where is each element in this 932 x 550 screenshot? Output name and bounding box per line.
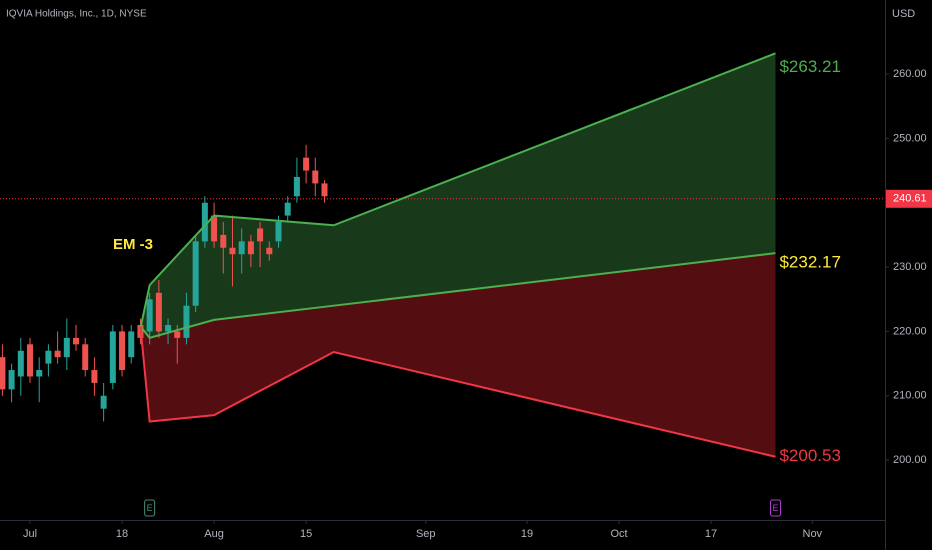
band-line (139, 326, 776, 458)
candle-body (229, 247, 236, 255)
y-tick-label: 260.00 (893, 68, 927, 80)
candle-body (312, 170, 319, 184)
x-tick-label: 15 (300, 528, 312, 540)
band-fill (140, 253, 776, 457)
candle-body (73, 337, 80, 345)
candle-body (275, 222, 282, 242)
candle-body (220, 234, 227, 248)
candle-body (165, 325, 172, 332)
band-label: $200.53 (779, 446, 840, 465)
y-tick-label: 220.00 (893, 325, 927, 337)
candle-body (238, 241, 245, 255)
candle-body (303, 157, 310, 171)
currency: USD (892, 8, 915, 20)
candle-body (192, 241, 199, 306)
band-line (139, 52, 776, 329)
candle-body (54, 350, 61, 358)
x-tick-label: 17 (705, 528, 717, 540)
last-price-label: 240.61 (893, 193, 927, 205)
candle-body (284, 202, 291, 216)
event-label: E (147, 503, 153, 513)
band-label: $263.21 (779, 57, 840, 76)
x-tick-label: Nov (803, 528, 823, 540)
candle-body (36, 370, 43, 377)
candle-body (91, 370, 98, 383)
event-marker (769, 499, 781, 517)
candle-body (321, 183, 328, 197)
candle-body (266, 247, 273, 255)
candle-body (82, 344, 89, 371)
candle-body (100, 395, 107, 409)
y-tick-label: 210.00 (893, 390, 927, 402)
candle-body (27, 344, 34, 377)
chart-title: IQVIA Holdings, Inc., 1D, NYSE (6, 9, 147, 20)
band-fill (140, 53, 776, 338)
candle-body (247, 241, 254, 255)
candle-body (155, 292, 162, 332)
x-tick-label: Jul (23, 528, 37, 540)
candle-body (45, 350, 52, 364)
candle-body (109, 331, 116, 383)
candle-body (8, 370, 15, 390)
candle-body (257, 228, 264, 242)
candle-body (63, 337, 70, 358)
x-tick-label: Aug (204, 528, 224, 540)
candle-body (183, 305, 190, 338)
band-line (139, 252, 776, 340)
y-tick-label: 230.00 (893, 261, 927, 273)
candle-body (128, 331, 135, 358)
y-tick-label: 200.00 (893, 454, 927, 466)
candle-body (17, 350, 24, 377)
event-label: E (772, 503, 778, 513)
candle-body (0, 357, 6, 390)
event-marker (144, 499, 156, 517)
candle-body (211, 215, 218, 242)
band-label: $232.17 (779, 253, 840, 272)
x-tick-label: Oct (610, 528, 627, 540)
candle-body (146, 299, 153, 332)
candle-body (293, 176, 300, 197)
annotation: EM -3 (113, 236, 153, 253)
last-price-tag (886, 189, 932, 208)
candle-body (119, 331, 126, 371)
candle-body (201, 202, 208, 242)
x-tick-label: 18 (116, 528, 128, 540)
y-tick-label: 250.00 (893, 132, 927, 144)
candle-body (174, 331, 181, 338)
x-tick-label: 19 (521, 528, 533, 540)
x-tick-label: Sep (416, 528, 436, 540)
